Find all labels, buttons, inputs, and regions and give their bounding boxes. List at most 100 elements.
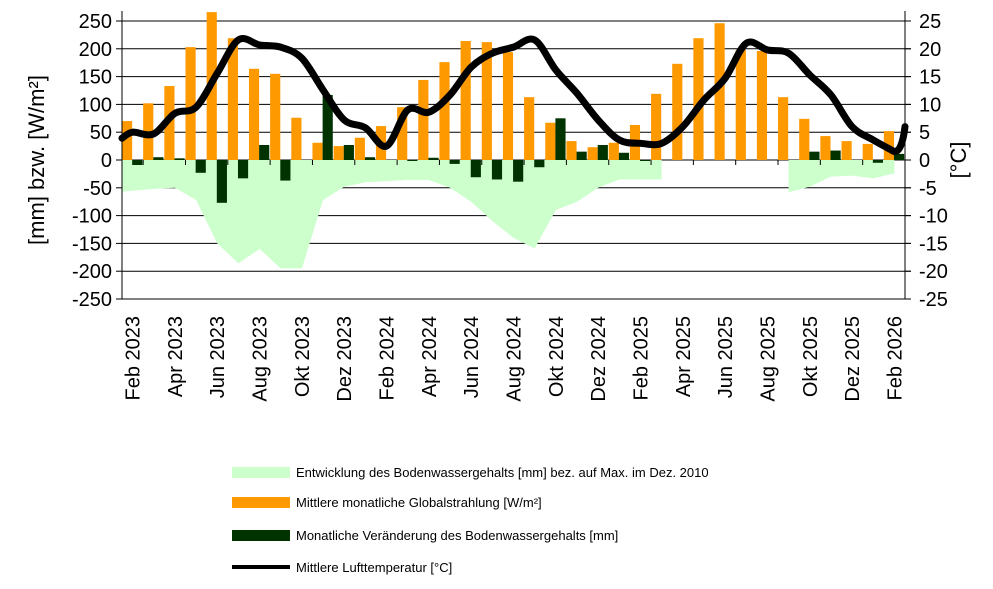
- x-tick-label: Apr 2024: [419, 316, 441, 397]
- temperature-line: [118, 35, 909, 156]
- legend-label: Mittlere monatliche Globalstrahlung [W/m…: [296, 494, 542, 510]
- y2-tick-label: 20: [919, 39, 941, 61]
- soil-change-bar: [513, 160, 524, 182]
- y2-tick-label: -10: [919, 206, 948, 228]
- radiation-bar: [460, 41, 471, 160]
- soil-change-bar: [534, 160, 545, 168]
- soil-change-bar: [259, 144, 270, 160]
- x-tick-label: Jun 2024: [461, 316, 483, 398]
- radiation-bar: [333, 146, 344, 160]
- soil-change-bar: [576, 151, 587, 160]
- soil-change-bar: [195, 160, 206, 173]
- y2-tick-label: -20: [919, 261, 948, 283]
- soil-change-bar: [449, 160, 460, 164]
- soil-change-bar: [216, 160, 227, 203]
- y-tick-label: -150: [72, 233, 112, 255]
- radiation-bar: [185, 47, 196, 160]
- radiation-bar: [672, 63, 683, 161]
- x-tick-label: Okt 2024: [546, 316, 568, 397]
- radiation-bar: [122, 121, 133, 160]
- soil-change-bar: [322, 94, 333, 160]
- radiation-bar: [841, 141, 852, 160]
- y-tick-label: -50: [83, 178, 112, 200]
- soil-change-bar: [132, 160, 143, 166]
- y-tick-label: 200: [79, 39, 112, 61]
- temperature-line-layer: [118, 35, 909, 156]
- y-tick-label: 250: [79, 11, 112, 33]
- y-tick-label: -100: [72, 206, 112, 228]
- radiation-bar: [778, 97, 789, 160]
- x-tick-label: Feb 2025: [630, 316, 652, 401]
- x-tick-label: Apr 2025: [673, 316, 695, 397]
- soil-change-bar: [893, 153, 905, 160]
- y2-tick-label: -15: [919, 233, 948, 255]
- radiation-bar: [354, 137, 365, 160]
- y-axis-label: [mm] bzw. [W/m²]: [24, 75, 49, 245]
- legend-swatch-green-bar: [232, 529, 290, 541]
- x-tick-label: Feb 2023: [123, 316, 145, 401]
- radiation-bar: [312, 142, 323, 160]
- soil-change-bar: [407, 160, 418, 161]
- x-tick-label: Okt 2023: [292, 316, 314, 397]
- y2-tick-label: -5: [919, 178, 937, 200]
- x-tick-label: Jun 2025: [715, 316, 737, 398]
- soil-change-bar: [343, 144, 354, 160]
- radiation-bar: [714, 23, 725, 161]
- axes: [121, 11, 911, 300]
- soil-change-bar: [237, 160, 249, 179]
- radiation-bar: [397, 107, 408, 160]
- y-tick-label: -200: [72, 261, 112, 283]
- soil-change-bar: [470, 160, 481, 178]
- radiation-bar: [735, 49, 746, 160]
- radiation-bar: [587, 147, 598, 160]
- x-tick-label: Dez 2025: [842, 316, 864, 402]
- tick-labels: 250200150100500-50-100-150-200-250252015…: [72, 11, 948, 402]
- soil-change-bar: [364, 157, 376, 160]
- radiation-bar: [756, 51, 768, 160]
- radiation-bar: [545, 122, 556, 160]
- radiation-bar: [862, 143, 873, 160]
- soil-change-bar: [153, 157, 164, 160]
- radiation-bar: [608, 142, 619, 160]
- y-tick-label: 150: [79, 67, 112, 89]
- x-tick-label: Okt 2025: [800, 316, 822, 397]
- radiation-bar: [693, 38, 704, 160]
- soil-change-bar: [830, 150, 841, 160]
- x-tick-label: Apr 2023: [165, 316, 187, 397]
- soil-change-bar: [809, 151, 820, 160]
- y2-tick-label: 15: [919, 67, 941, 89]
- x-tick-label: Feb 2024: [377, 316, 399, 401]
- legend-label: Monatliche Veränderung des Bodenwasserge…: [296, 527, 619, 543]
- y-tick-label: 0: [101, 150, 112, 172]
- radiation-bar: [227, 38, 238, 160]
- soil-change-bar: [640, 160, 651, 161]
- y2-tick-label: 0: [919, 150, 930, 172]
- legend-item-temperature: Mittlere Lufttemperatur [°C]: [232, 557, 832, 577]
- legend-item-soil-change: Monatliche Veränderung des Bodenwasserge…: [232, 525, 832, 545]
- radiation-bar: [481, 42, 492, 160]
- radiation-bar: [291, 117, 302, 160]
- radiation-bar: [651, 93, 662, 160]
- y2-tick-label: 10: [919, 94, 941, 116]
- legend-item-soil-water: Entwicklung des Bodenwassergehalts [mm] …: [232, 462, 832, 482]
- legend-swatch-line: [232, 565, 290, 569]
- legend-label: Mittlere Lufttemperatur [°C]: [296, 559, 453, 575]
- legend-label: Entwicklung des Bodenwassergehalts [mm] …: [296, 464, 709, 480]
- radiation-bar: [820, 136, 831, 160]
- soil-water-area: [122, 160, 662, 269]
- radiation-bar: [418, 79, 429, 160]
- y-tick-label: 50: [90, 122, 112, 144]
- combo-chart: 250200150100500-50-100-150-200-250252015…: [24, 11, 971, 402]
- y2-axis-label: [°C]: [946, 142, 971, 179]
- legend-swatch-area: [232, 466, 290, 478]
- radiation-bar: [270, 73, 281, 160]
- soil-change-bar: [280, 160, 291, 181]
- soil-change-bar: [618, 152, 630, 160]
- x-tick-label: Jun 2023: [207, 316, 229, 398]
- y-tick-label: 100: [79, 94, 112, 116]
- radiation-bar: [248, 68, 260, 160]
- radiation-bar: [799, 118, 810, 160]
- soil-change-bar: [872, 160, 883, 163]
- radiation-bar: [524, 97, 535, 160]
- x-tick-label: Feb 2026: [884, 316, 906, 401]
